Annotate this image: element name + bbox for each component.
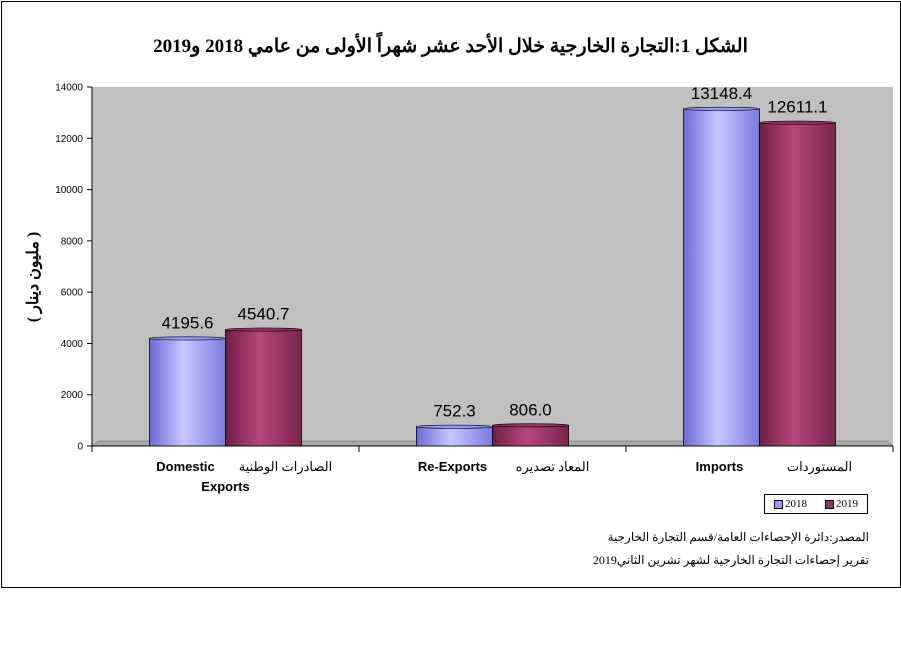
data-label-2018-1: 752.3 [433,402,476,421]
legend-swatch-2019 [825,499,834,509]
bar-2019-1 [492,424,569,447]
category-label-ar-0: الصادرات الوطنية [239,459,332,475]
data-label-2019-1: 806.0 [509,400,552,419]
y-tick-label: 4000 [61,339,84,350]
bar-2019-0 [225,329,302,447]
legend-item-2018: 2018 [774,498,807,510]
chart-legend: 2018 2019 [764,494,868,514]
category-label-en-1: Re-Exports [418,459,487,474]
chart-title: الشكل 1:التجارة الخارجية خلال الأحد عشر … [153,36,748,57]
bar-2019-2 [759,122,836,447]
bar-2018-0 [149,338,226,447]
y-tick-label: 10000 [55,185,83,196]
data-label-2019-2: 12611.1 [767,98,827,117]
category-label-ar-1: المعاد تصديره [516,459,590,475]
category-label-en-2: Imports [696,459,744,474]
legend-item-2019: 2019 [825,498,858,510]
data-label-2018-2: 13148.4 [691,84,752,103]
bar-top-2018-0 [149,336,226,341]
y-tick-label: 14000 [55,83,83,94]
y-tick-label: 8000 [61,236,84,247]
bar-top-2019-1 [492,423,569,428]
bar-top-2018-2 [683,106,760,111]
bar-2018-2 [683,108,760,447]
y-tick-label: 12000 [55,134,83,145]
legend-label-2019: 2019 [836,498,858,510]
category-label-ar-2: المستوردات [787,459,852,475]
y-tick-label: 2000 [61,390,84,401]
y-tick-label: 6000 [61,288,84,299]
data-label-2019-0: 4540.7 [238,305,290,324]
bar-top-2019-0 [225,327,302,332]
source-note: المصدر:دائرة الإحصاءات العامة/قسم التجار… [607,530,869,544]
legend-label-2018: 2018 [785,498,807,510]
bar-top-2018-1 [416,424,493,429]
bar-2018-1 [416,426,493,447]
y-tick-label: 0 [77,442,83,453]
bar-top-2019-2 [759,120,836,125]
category-label-en-0: Domestic [156,459,215,474]
category-label-en-0: Exports [201,479,249,494]
y-axis-label: ( مليون دينار ) [25,232,43,322]
report-note: تقرير إحصاءات التجارة الخارجية لشهر تشري… [592,553,869,567]
data-label-2018-0: 4195.6 [162,313,214,332]
legend-swatch-2018 [774,499,783,509]
